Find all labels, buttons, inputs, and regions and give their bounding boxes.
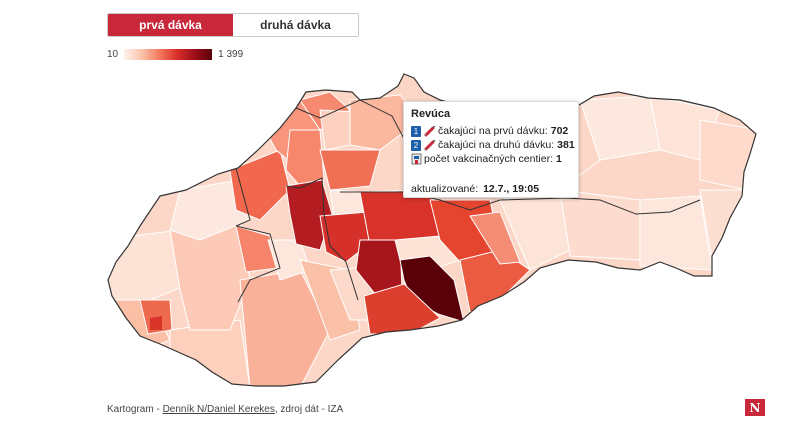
- syringe-icon: [424, 139, 436, 150]
- legend-min-value: 10: [107, 48, 119, 60]
- tooltip-first-dose-label: čakajúci na prvú dávku:: [438, 125, 548, 137]
- syringe-icon: [424, 125, 436, 136]
- tooltip-first-dose-value: 702: [550, 125, 569, 137]
- district-tooltip: Revúca 1 čakajúci na prvú dávku: 702 2 č…: [403, 101, 579, 198]
- tab-first-dose[interactable]: prvá dávka: [108, 14, 233, 36]
- dose-two-badge-icon: 2: [411, 139, 421, 151]
- color-legend: 10 1 399: [107, 47, 243, 61]
- tab-second-dose[interactable]: druhá dávka: [233, 14, 358, 36]
- dose-one-badge-icon: 1: [411, 125, 421, 137]
- tooltip-updated: aktualizované: 12.7., 19:05: [411, 183, 578, 195]
- tooltip-row-centers: počet vakcinačných centier: 1: [411, 152, 578, 166]
- tooltip-second-dose-label: čakajúci na druhú dávku:: [438, 139, 555, 151]
- tooltip-centers-value: 1: [555, 153, 562, 165]
- vaccination-center-icon: [411, 153, 422, 165]
- legend-gradient-bar: [124, 48, 213, 60]
- tooltip-second-dose-value: 381: [557, 139, 575, 151]
- credits-suffix: , zdroj dát - IZA: [274, 404, 344, 415]
- legend-max-value: 1 399: [218, 48, 244, 60]
- tooltip-centers-label: počet vakcinačných centier:: [424, 153, 553, 165]
- author-link[interactable]: Denník N/Daniel Kerekes: [162, 404, 275, 415]
- tooltip-updated-value: 12.7., 19:05: [483, 183, 540, 195]
- tooltip-district-name: Revúca: [411, 108, 451, 120]
- credits-prefix: Kartogram -: [107, 404, 163, 415]
- dose-tab-switch: prvá dávka druhá dávka: [107, 13, 359, 37]
- tooltip-updated-label: aktualizované:: [411, 183, 479, 195]
- dennik-n-logo: N: [745, 399, 765, 416]
- tooltip-row-second-dose: 2 čakajúci na druhú dávku: 381: [411, 138, 578, 152]
- tooltip-row-first-dose: 1 čakajúci na prvú dávku: 702: [411, 124, 578, 138]
- map-credits: Kartogram - Denník N/Daniel Kerekes, zdr…: [107, 404, 343, 415]
